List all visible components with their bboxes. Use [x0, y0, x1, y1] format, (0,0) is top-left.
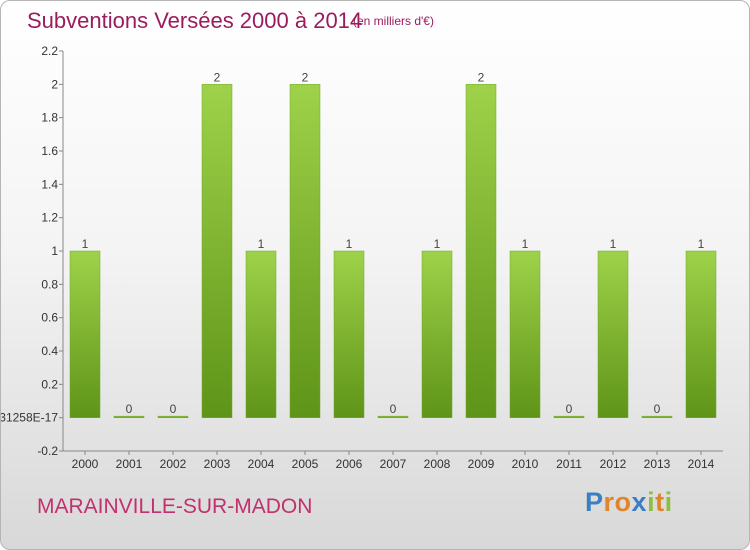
x-tick-label: 2003 [204, 457, 231, 471]
bar-value-label: 0 [566, 402, 573, 416]
bar-value-label: 0 [126, 402, 133, 416]
x-tick-label: 2004 [248, 457, 275, 471]
y-tick-label: -5.5511151231258E-17 [1, 411, 58, 425]
logo-letter: o [614, 487, 632, 517]
bar [553, 415, 585, 418]
bar [333, 250, 365, 418]
bar [69, 250, 101, 418]
logo-letter: r [603, 487, 615, 517]
bar [685, 250, 717, 418]
x-tick-label: 2005 [292, 457, 319, 471]
bar [245, 250, 277, 418]
y-tick-label: 1.6 [41, 144, 58, 158]
x-tick-label: 2001 [116, 457, 143, 471]
y-tick-label: 0.4 [41, 344, 58, 358]
bar-value-label: 0 [170, 402, 177, 416]
proxiti-logo[interactable]: Proxiti [585, 487, 673, 518]
logo-letter: P [585, 487, 604, 517]
logo-letter: i [647, 487, 656, 517]
bar-value-label: 2 [214, 70, 221, 84]
bar-value-label: 1 [522, 237, 529, 251]
y-tick-label: 0.8 [41, 277, 58, 291]
x-tick-label: 2013 [644, 457, 671, 471]
bar [597, 250, 629, 418]
bar-value-label: 1 [258, 237, 265, 251]
city-name: MARAINVILLE-SUR-MADON [37, 495, 313, 518]
bar-value-label: 1 [82, 237, 89, 251]
bar [509, 250, 541, 418]
bar [421, 250, 453, 418]
bar [641, 415, 673, 418]
bar-value-label: 1 [434, 237, 441, 251]
x-tick-label: 2008 [424, 457, 451, 471]
x-tick-label: 2010 [512, 457, 539, 471]
x-tick-label: 2009 [468, 457, 495, 471]
y-tick-label: 1.2 [41, 211, 58, 225]
chart-subtitle: (en milliers d'€) [353, 14, 434, 28]
y-tick-label: 1 [51, 244, 58, 258]
bar [113, 415, 145, 418]
x-tick-label: 2002 [160, 457, 187, 471]
y-tick-label: 0.2 [41, 377, 58, 391]
logo-letter: x [631, 487, 648, 517]
x-tick-label: 2000 [72, 457, 99, 471]
y-tick-label: 1.4 [41, 177, 58, 191]
bar [201, 84, 233, 418]
x-tick-label: 2006 [336, 457, 363, 471]
y-tick-label: 1.8 [41, 111, 58, 125]
bar-value-label: 2 [478, 70, 485, 84]
bar [377, 415, 409, 418]
chart-title: Subventions Versées 2000 à 2014 [27, 8, 363, 33]
bar-value-label: 2 [302, 70, 309, 84]
y-tick-label: 2.2 [41, 44, 58, 58]
x-tick-label: 2011 [556, 457, 582, 471]
bar [157, 415, 189, 418]
bar [465, 84, 497, 418]
bar-value-label: 1 [610, 237, 617, 251]
y-tick-label: 2 [51, 77, 58, 91]
logo-letter: i [664, 487, 673, 517]
x-tick-label: 2007 [380, 457, 407, 471]
bar-value-label: 1 [698, 237, 705, 251]
logo-letter: t [655, 487, 665, 517]
bar-value-label: 1 [346, 237, 353, 251]
bar-value-label: 0 [654, 402, 661, 416]
x-tick-label: 2014 [688, 457, 715, 471]
x-tick-label: 2012 [600, 457, 627, 471]
y-tick-label: 0.6 [41, 311, 58, 325]
bar-value-label: 0 [390, 402, 397, 416]
bar [289, 84, 321, 418]
y-tick-label: -0.2 [37, 444, 58, 458]
